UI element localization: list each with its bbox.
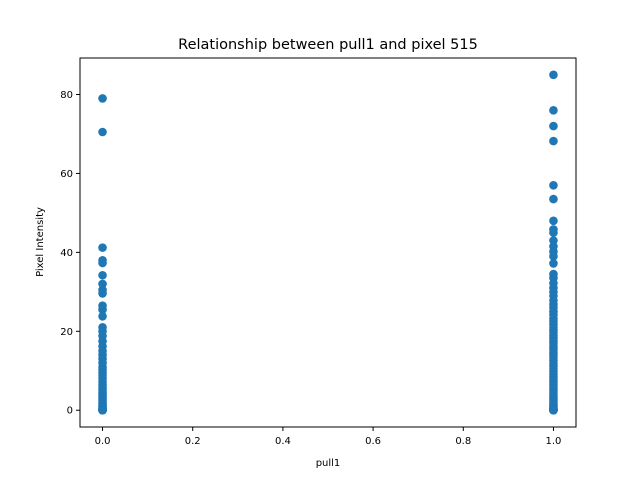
data-point [98, 305, 107, 314]
data-point [549, 405, 558, 415]
data-points [98, 70, 558, 415]
x-axis-label: pull1 [316, 458, 341, 469]
data-point [98, 258, 107, 268]
data-point [98, 127, 107, 137]
data-point [98, 243, 107, 252]
chart-title: Relationship between pull1 and pixel 515 [178, 37, 478, 53]
y-axis-ticks: 0 20 40 60 80 [60, 90, 80, 417]
data-point [549, 236, 558, 245]
x-tick-label: 0.2 [185, 436, 201, 447]
x-tick-label: 0.6 [365, 436, 381, 447]
y-tick-label: 80 [60, 90, 73, 101]
y-tick-label: 60 [60, 169, 73, 180]
data-point [549, 105, 558, 115]
x-tick-label: 0.0 [95, 436, 111, 447]
data-point [549, 194, 558, 204]
y-tick-label: 0 [67, 406, 73, 417]
data-point [549, 121, 558, 131]
y-tick-label: 40 [60, 248, 73, 259]
data-point [549, 136, 558, 146]
data-point [98, 270, 107, 280]
data-point [549, 259, 558, 268]
x-tick-label: 0.4 [275, 436, 291, 447]
data-point [549, 180, 558, 190]
x-tick-label: 1.0 [546, 436, 562, 447]
data-point [98, 279, 107, 289]
data-point [98, 94, 107, 103]
data-point [98, 289, 107, 298]
x-axis-ticks: 0.0 0.2 0.4 0.6 0.8 1.0 [95, 427, 562, 447]
data-point [549, 252, 558, 261]
y-axis-label: Pixel Intensity [35, 207, 46, 277]
data-point [98, 312, 107, 321]
data-point [549, 216, 558, 226]
data-point [98, 405, 107, 415]
plot-frame [79, 57, 577, 428]
data-point [549, 70, 558, 80]
data-point [549, 228, 558, 237]
y-tick-label: 20 [60, 327, 73, 338]
x-tick-label: 0.8 [455, 436, 471, 447]
